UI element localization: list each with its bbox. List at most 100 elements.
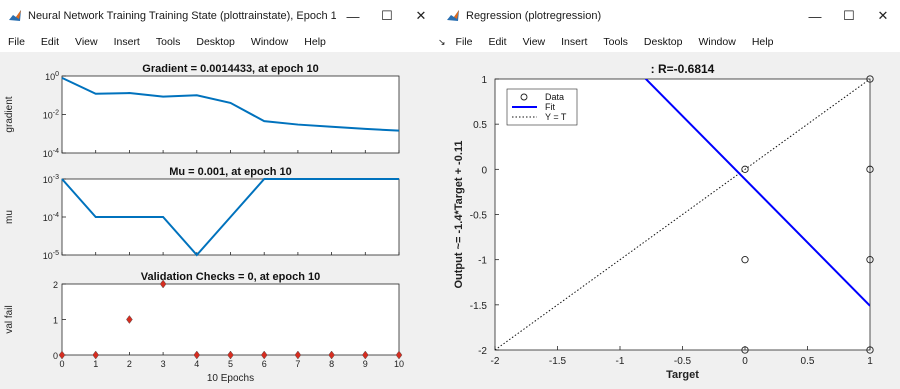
data-point [260, 350, 268, 360]
plot-lines [495, 79, 870, 350]
data-point [741, 165, 749, 173]
close-button[interactable]: ✕ [415, 8, 427, 23]
menu-help[interactable]: Help [751, 36, 774, 48]
y-axis-label-2: val fail [4, 305, 15, 333]
y-tick-label: 0 [53, 351, 58, 361]
data-point [866, 256, 874, 264]
x-tick-label: 4 [194, 359, 199, 369]
training-state-figure: Gradient = 0.0014433, at epoch 10 gradien… [0, 52, 438, 389]
plot-area-2 [61, 283, 400, 356]
data-point [866, 75, 874, 83]
data-point [741, 256, 749, 264]
chart-title-2: Validation Checks = 0, at epoch 10 [141, 271, 320, 283]
y-tick-label: -2 [478, 346, 487, 357]
menu-window[interactable]: Window [250, 36, 289, 48]
y-tick-label: -1.5 [470, 301, 488, 312]
fit-line [644, 79, 870, 307]
x-tick-label: 0 [59, 359, 64, 369]
menu-view[interactable]: View [75, 36, 98, 48]
maximize-button[interactable]: ☐ [843, 8, 855, 23]
x-tick-label: 1 [867, 356, 873, 367]
x-tick-label: -0.5 [674, 356, 692, 367]
y-tick-label: 10-4 [43, 212, 59, 223]
y-axis-label-1: mu [4, 210, 15, 224]
menu-desktop[interactable]: Desktop [196, 36, 235, 48]
window-title: Neural Network Training Training State (… [28, 10, 336, 22]
menu-file[interactable]: File [455, 36, 473, 48]
y-axis-label: Output ~= -1.4*Target + -0.11 [453, 140, 465, 288]
data-point [58, 350, 66, 360]
x-tick-label: 0 [742, 356, 748, 367]
training-state-window: Neural Network Training Training State (… [0, 0, 438, 389]
data-point [227, 350, 234, 360]
legend-label: Fit [545, 102, 555, 112]
identity-line [495, 79, 870, 350]
y-tick-label: 10-4 [43, 148, 59, 159]
matlab-logo-icon [446, 9, 460, 23]
data-point [294, 350, 302, 360]
series-line-0 [61, 76, 400, 132]
legend-label: Data [545, 92, 564, 102]
regression-titlebar[interactable]: Regression (plotregression) — ☐ ✕ [438, 0, 900, 32]
menu-window[interactable]: Window [698, 36, 736, 48]
menu-arrow-icon[interactable]: ↘ [438, 36, 446, 47]
data-point [866, 165, 874, 173]
x-tick-label: -2 [491, 356, 500, 367]
data-point [741, 346, 749, 354]
y-axis-label-0: gradient [4, 96, 15, 132]
menu-view[interactable]: View [522, 36, 546, 48]
data-point [193, 350, 201, 360]
chart-title-0: Gradient = 0.0014433, at epoch 10 [142, 63, 318, 75]
x-axis-label: Target [666, 369, 699, 381]
legend-label: Y = T [545, 112, 567, 122]
x-tick-label: -1 [616, 356, 625, 367]
x-tick-label: -1.5 [549, 356, 567, 367]
menu-insert[interactable]: Insert [561, 36, 588, 48]
y-tick-label: 2 [53, 280, 58, 290]
y-tick-label: 1 [53, 316, 58, 326]
legend-data-marker [520, 93, 528, 101]
menu-file[interactable]: File [8, 36, 25, 48]
matlab-logo-icon [8, 9, 22, 23]
menu-bar: File Edit View Insert Tools Desktop Wind… [0, 32, 438, 52]
chart-title: : R=-0.6814 [651, 62, 715, 76]
menu-insert[interactable]: Insert [113, 36, 140, 48]
window-title: Regression (plotregression) [466, 10, 602, 22]
x-tick-label: 9 [363, 359, 368, 369]
chart-title-1: Mu = 0.001, at epoch 10 [169, 166, 292, 178]
data-point [361, 350, 369, 360]
menu-desktop[interactable]: Desktop [643, 36, 683, 48]
plot-area-0 [61, 75, 400, 154]
maximize-button[interactable]: ☐ [381, 8, 393, 23]
x-tick-label: 3 [161, 359, 166, 369]
y-tick-label: 0.5 [473, 120, 487, 131]
y-tick-label: 10-5 [43, 250, 59, 261]
x-tick-label: 8 [329, 359, 334, 369]
regression-plot: : R=-0.6814 Output ~= -1.4*Target + -0.11… [438, 52, 900, 389]
data-point [866, 346, 874, 354]
y-tick-label: -1 [478, 256, 487, 267]
x-axis-label: 10 Epochs [207, 373, 254, 384]
minimize-button[interactable]: — [808, 8, 822, 24]
y-tick-label: 1 [481, 75, 487, 86]
x-tick-label: 6 [262, 359, 267, 369]
data-point [159, 279, 167, 289]
x-tick-label: 0.5 [801, 356, 815, 367]
x-tick-label: 5 [228, 359, 233, 369]
menu-help[interactable]: Help [304, 36, 326, 48]
data-point [92, 350, 100, 360]
data-point [126, 315, 133, 324]
menu-tools[interactable]: Tools [603, 36, 628, 48]
menu-tools[interactable]: Tools [155, 36, 181, 48]
regression-figure: : R=-0.6814 Output ~= -1.4*Target + -0.11… [438, 52, 900, 389]
menu-edit[interactable]: Edit [488, 36, 507, 48]
y-tick-label: 10-2 [43, 110, 59, 121]
x-tick-label: 1 [93, 359, 98, 369]
close-button[interactable]: ✕ [877, 8, 889, 23]
training-state-titlebar[interactable]: Neural Network Training Training State (… [0, 0, 438, 32]
minimize-button[interactable]: — [346, 8, 360, 24]
menu-edit[interactable]: Edit [40, 36, 60, 48]
training-state-plots: Gradient = 0.0014433, at epoch 10 gradien… [0, 52, 438, 389]
x-tick-label: 2 [127, 359, 132, 369]
x-tick-label: 10 [394, 359, 404, 369]
